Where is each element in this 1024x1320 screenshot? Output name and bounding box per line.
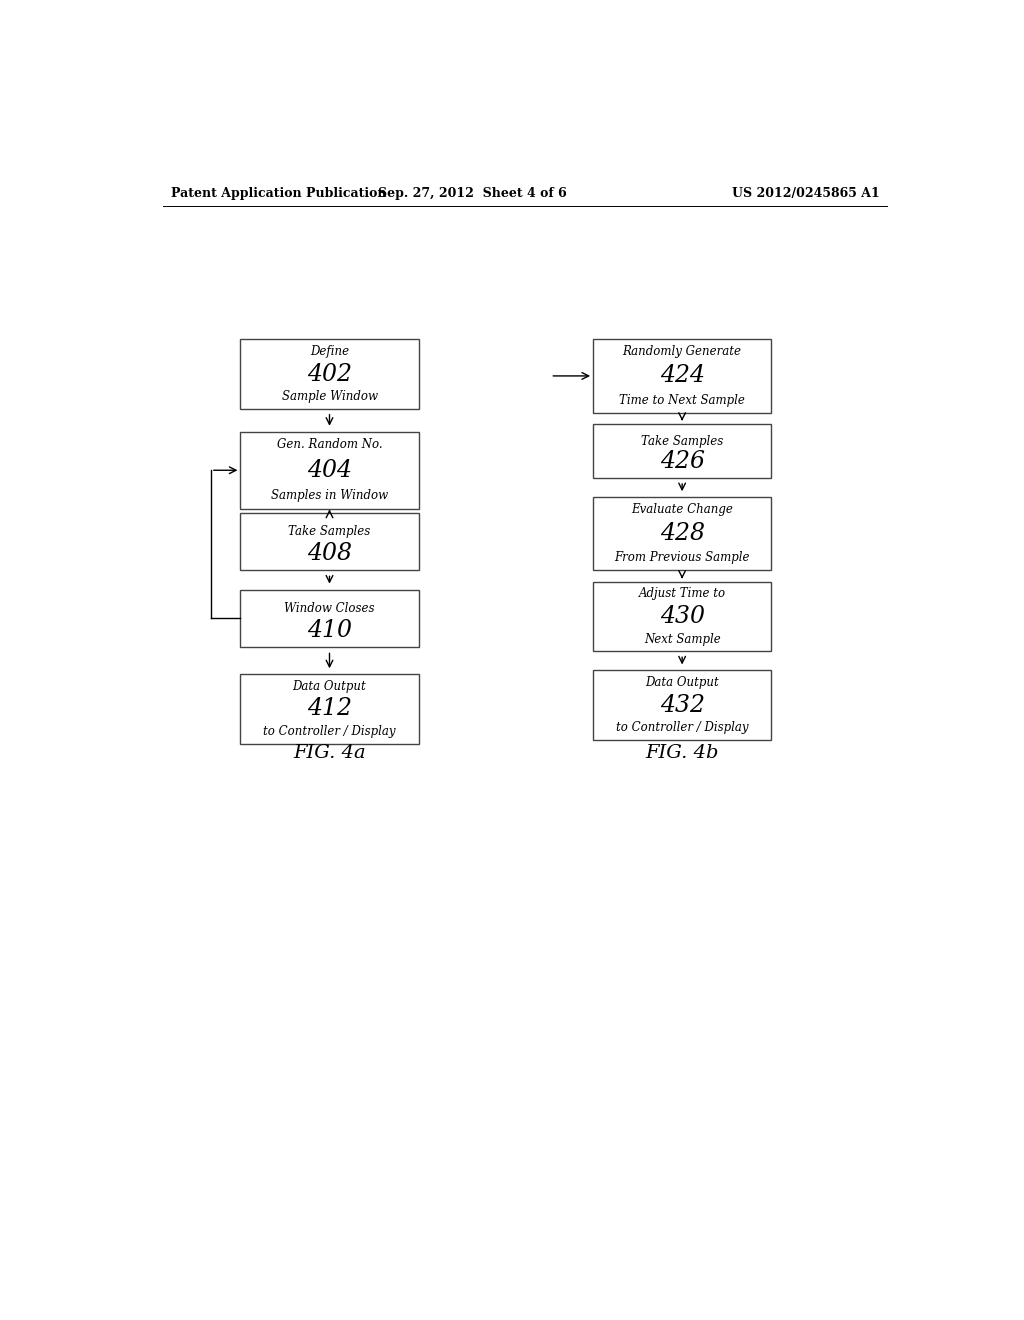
Bar: [241, 512, 419, 570]
Text: Patent Application Publication: Patent Application Publication: [171, 186, 386, 199]
Text: Randomly Generate: Randomly Generate: [623, 346, 741, 358]
Text: 430: 430: [659, 605, 705, 628]
Text: Define: Define: [310, 345, 349, 358]
Text: FIG. 4a: FIG. 4a: [293, 743, 366, 762]
Text: From Previous Sample: From Previous Sample: [614, 552, 750, 565]
Bar: [593, 424, 771, 478]
Bar: [593, 498, 771, 570]
Text: 402: 402: [307, 363, 352, 385]
Bar: [241, 339, 419, 409]
Text: Evaluate Change: Evaluate Change: [631, 503, 733, 516]
Text: Next Sample: Next Sample: [644, 632, 721, 645]
Text: 408: 408: [307, 541, 352, 565]
Text: US 2012/0245865 A1: US 2012/0245865 A1: [732, 186, 880, 199]
Text: 432: 432: [659, 693, 705, 717]
Text: 404: 404: [307, 459, 352, 482]
Text: Take Samples: Take Samples: [289, 524, 371, 537]
Text: Time to Next Sample: Time to Next Sample: [620, 393, 745, 407]
Text: Data Output: Data Output: [293, 680, 367, 693]
Text: to Controller / Display: to Controller / Display: [615, 722, 749, 734]
Text: 412: 412: [307, 697, 352, 721]
Bar: [241, 432, 419, 508]
Text: Gen. Random No.: Gen. Random No.: [276, 438, 382, 451]
Bar: [593, 339, 771, 413]
Bar: [593, 671, 771, 739]
Text: to Controller / Display: to Controller / Display: [263, 725, 395, 738]
Bar: [593, 582, 771, 651]
Text: Adjust Time to: Adjust Time to: [639, 587, 726, 601]
Text: 410: 410: [307, 619, 352, 642]
Text: Take Samples: Take Samples: [641, 434, 723, 447]
Bar: [241, 675, 419, 743]
Text: Sample Window: Sample Window: [282, 391, 378, 404]
Text: 426: 426: [659, 450, 705, 474]
Text: Window Closes: Window Closes: [285, 602, 375, 615]
Text: 424: 424: [659, 364, 705, 388]
Text: Data Output: Data Output: [645, 676, 719, 689]
Text: FIG. 4b: FIG. 4b: [645, 743, 719, 762]
Text: 428: 428: [659, 523, 705, 545]
Bar: [241, 590, 419, 647]
Text: Sep. 27, 2012  Sheet 4 of 6: Sep. 27, 2012 Sheet 4 of 6: [379, 186, 567, 199]
Text: Samples in Window: Samples in Window: [271, 490, 388, 502]
